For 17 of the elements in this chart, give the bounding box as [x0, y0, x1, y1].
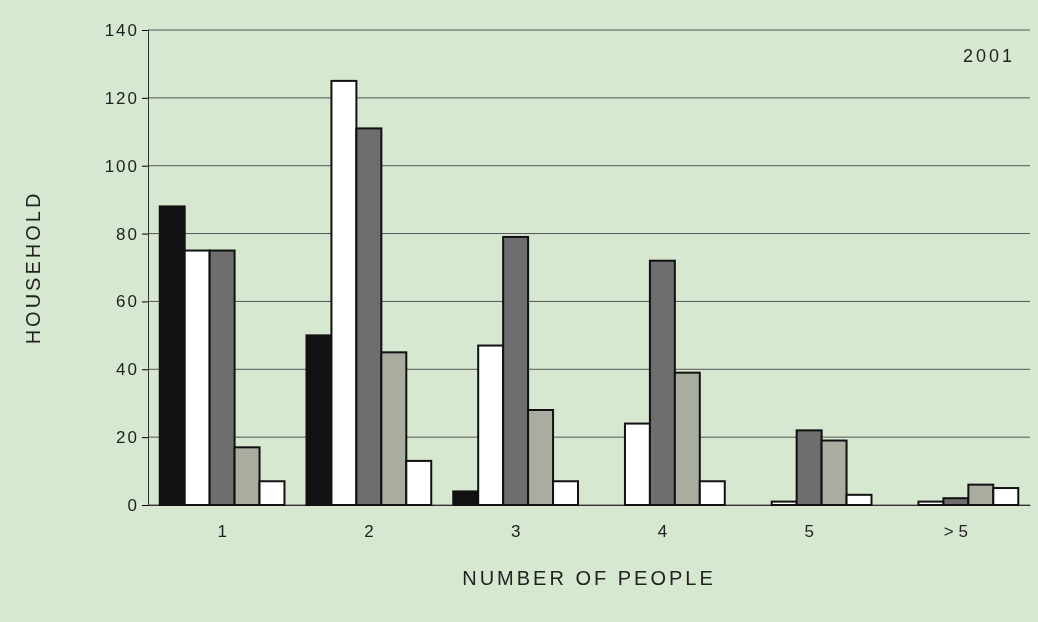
y-tick-label: 140	[104, 20, 139, 40]
x-axis-title: NUMBER OF PEOPLE	[462, 567, 716, 589]
annotation: 2001	[962, 46, 1015, 66]
y-axis-title: HOUSEHOLD	[22, 190, 44, 345]
x-tick-label: 4	[657, 522, 668, 542]
y-tick-label: 80	[116, 224, 139, 244]
x-tick-label: 2	[364, 522, 374, 542]
y-tick-label: 40	[116, 360, 139, 380]
y-tick-label: 20	[116, 428, 139, 448]
x-tick-label: 1	[217, 522, 227, 542]
y-tick-label: 100	[104, 156, 139, 176]
x-tick-label: 5	[804, 522, 814, 542]
x-tick-label: > 5	[943, 522, 968, 542]
y-tick-label: 0	[127, 495, 139, 515]
y-tick-label: 120	[104, 88, 139, 108]
x-tick-label: 3	[510, 522, 521, 542]
y-tick-label: 60	[116, 292, 139, 312]
